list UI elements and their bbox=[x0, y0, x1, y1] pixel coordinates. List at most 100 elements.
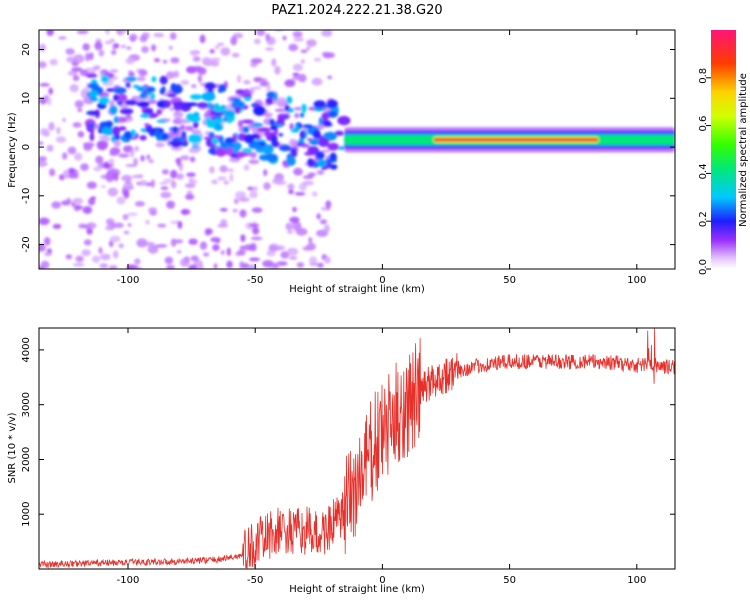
spectrogram-speck bbox=[217, 176, 227, 181]
spectrogram-cluster bbox=[154, 129, 161, 139]
spectrogram-cluster bbox=[190, 94, 203, 100]
spectrogram-speck bbox=[113, 222, 124, 229]
spectrogram-cluster bbox=[327, 99, 338, 109]
spectrogram-cluster bbox=[149, 92, 155, 99]
spectrogram-speck bbox=[248, 159, 260, 165]
spectrogram-heatmap bbox=[39, 30, 675, 269]
spectrogram-cluster bbox=[170, 139, 182, 148]
spectrogram-speck bbox=[39, 266, 45, 269]
spectrogram-speck bbox=[180, 258, 190, 267]
spectrogram-speck bbox=[39, 217, 50, 226]
spectrogram-speck bbox=[126, 46, 132, 50]
spectrogram-speck bbox=[265, 33, 271, 41]
spectrogram-speck bbox=[211, 179, 219, 185]
spectrogram-speck bbox=[309, 256, 318, 265]
spectrogram-speck bbox=[180, 79, 190, 86]
spectrogram-speck bbox=[197, 67, 207, 75]
spectrogram-speck bbox=[62, 118, 66, 122]
spectrogram-speck bbox=[49, 59, 58, 66]
spectrogram-speck bbox=[177, 220, 183, 229]
y-tick-label: 20 bbox=[21, 43, 32, 56]
spectrogram-speck bbox=[51, 201, 62, 209]
spectrogram-speck bbox=[105, 30, 110, 35]
spectrogram-speck bbox=[202, 252, 210, 257]
spectrogram-cluster bbox=[136, 101, 150, 107]
spectrogram-cluster bbox=[132, 84, 140, 89]
spectrogram-cluster bbox=[163, 100, 171, 108]
y-tick-label: -20 bbox=[21, 236, 32, 252]
spectrogram-speck bbox=[175, 157, 182, 165]
spectrogram-speck bbox=[219, 207, 228, 212]
spectrogram-speck bbox=[237, 120, 243, 128]
spectrogram-speck bbox=[65, 254, 73, 260]
spectrogram-speck bbox=[274, 108, 286, 112]
spectrogram-speck bbox=[210, 57, 221, 61]
spectrogram-speck bbox=[284, 79, 296, 88]
spectrogram-speck bbox=[321, 206, 327, 211]
spectrogram-speck bbox=[115, 116, 127, 123]
spectrogram-speck bbox=[293, 167, 303, 176]
spectrogram-cluster bbox=[312, 129, 321, 139]
spectrogram-cluster bbox=[207, 122, 216, 128]
spectrogram-cluster bbox=[277, 113, 288, 119]
spectrogram-cluster bbox=[318, 117, 323, 126]
spectrogram-cluster bbox=[109, 105, 118, 115]
spectrogram-speck bbox=[137, 174, 144, 179]
spectrogram-speck bbox=[169, 106, 175, 111]
spectrogram-cluster bbox=[300, 144, 311, 148]
spectrogram-speck bbox=[157, 223, 167, 228]
spectrogram-speck bbox=[77, 108, 83, 113]
snr-y-axis-label: SNR (10 * v/v) bbox=[7, 412, 18, 483]
spectrogram-speck bbox=[112, 250, 119, 259]
spectrogram-speck bbox=[268, 244, 277, 252]
spectrogram-speck bbox=[127, 223, 132, 227]
spectrogram-cluster bbox=[196, 102, 209, 109]
spectrogram-speck bbox=[123, 181, 134, 190]
spectrogram-speck bbox=[317, 262, 324, 268]
spectrogram-speck bbox=[250, 236, 263, 241]
spectrogram-speck bbox=[75, 255, 84, 263]
spectrogram-speck bbox=[109, 265, 118, 269]
spectrogram-speck bbox=[226, 247, 231, 257]
spectrogram-speck bbox=[67, 146, 77, 155]
spectrogram-speck bbox=[170, 169, 178, 179]
spectrogram-cluster bbox=[219, 135, 224, 145]
spectrogram-speck bbox=[105, 225, 115, 231]
spectrogram-cluster bbox=[106, 88, 116, 92]
colorbar-label: Normalized spectral amplitude bbox=[738, 73, 749, 227]
spectrogram-speck bbox=[125, 114, 132, 119]
spectrogram-speck bbox=[211, 60, 220, 67]
spectrogram-speck bbox=[170, 238, 177, 247]
spectrogram-speck bbox=[58, 36, 67, 40]
spectrogram-speck bbox=[321, 30, 326, 37]
spectrogram-speck bbox=[174, 110, 181, 115]
spectrogram-speck bbox=[139, 35, 148, 43]
colorbar-tick-label: 0.4 bbox=[698, 163, 709, 179]
spectrogram-cluster bbox=[270, 134, 278, 144]
spectrogram-speck bbox=[234, 191, 247, 199]
spectrogram-speck bbox=[287, 183, 295, 190]
spectrogram-speck bbox=[220, 47, 231, 56]
spectrogram-speck bbox=[43, 237, 51, 246]
spectrogram-cluster bbox=[284, 105, 290, 111]
y-tick-label: 0 bbox=[21, 144, 32, 150]
spectrogram-cluster bbox=[201, 91, 216, 102]
spectrogram-speck bbox=[71, 67, 83, 72]
y-tick-label: 1000 bbox=[21, 501, 32, 526]
spectrogram-speck bbox=[108, 158, 115, 163]
spectrogram-speck bbox=[307, 172, 316, 177]
y-tick-label: -10 bbox=[21, 188, 32, 204]
spectrogram-speck bbox=[217, 223, 229, 228]
spectrogram-cluster bbox=[173, 104, 183, 111]
spectrogram-speck bbox=[85, 52, 90, 62]
spectrogram-speck bbox=[263, 182, 271, 191]
spectrogram-speck bbox=[250, 58, 263, 64]
spectrogram-speck bbox=[300, 59, 306, 64]
spectrogram-cluster bbox=[286, 156, 296, 167]
spectrogram-speck bbox=[294, 112, 300, 119]
spectrogram-cluster bbox=[87, 83, 99, 89]
spectrogram-speck bbox=[94, 41, 103, 51]
